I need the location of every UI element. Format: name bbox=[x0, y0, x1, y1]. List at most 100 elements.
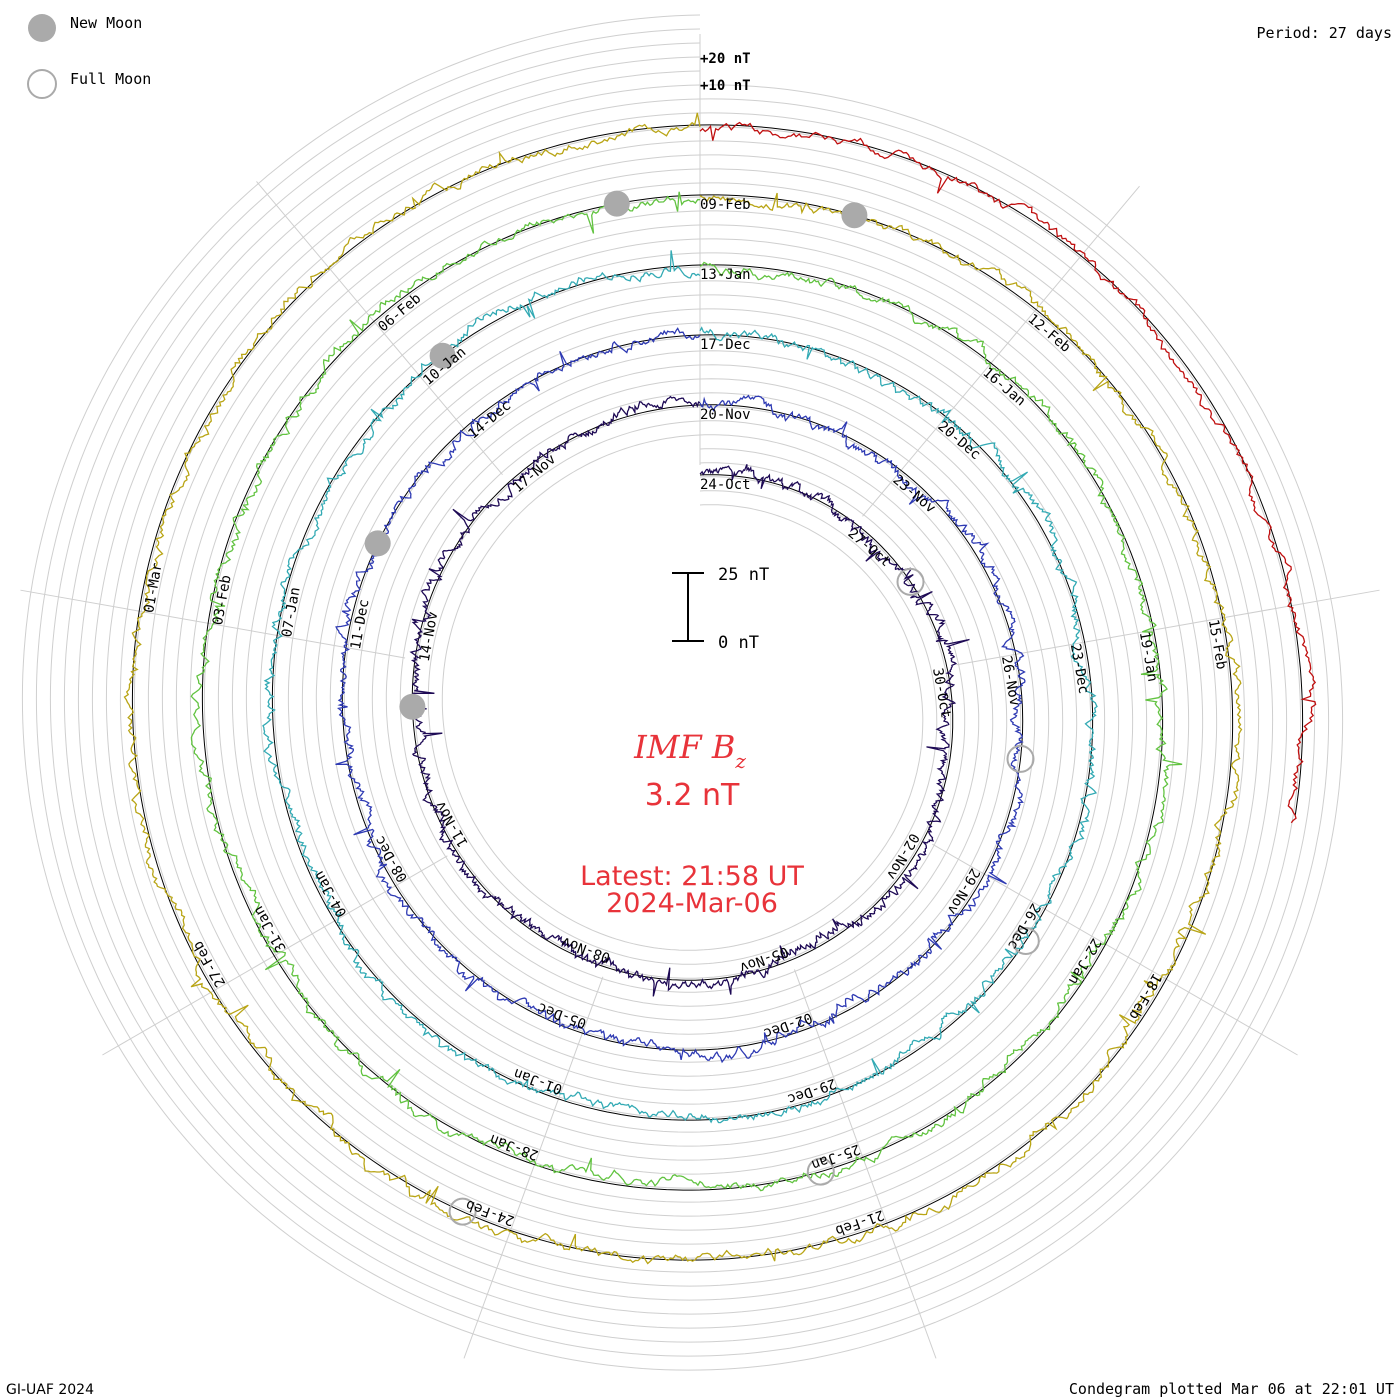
date-label: 25-Jan bbox=[809, 1140, 862, 1172]
gridline-ring bbox=[133, 126, 1232, 1259]
period-label: Period: 27 days bbox=[1257, 24, 1392, 42]
bz-trace-rotation-2 bbox=[262, 250, 1098, 1124]
new-moon-marker bbox=[603, 190, 630, 217]
gridline-ring bbox=[63, 56, 1302, 1329]
gridline-ring bbox=[371, 364, 994, 1021]
new-moon-marker bbox=[399, 693, 426, 720]
gridline-ring bbox=[189, 182, 1176, 1203]
rotation-baseline bbox=[699, 124, 1304, 816]
gridline-ring bbox=[77, 70, 1288, 1315]
full-moon-marker bbox=[1006, 744, 1035, 773]
gridline-ring bbox=[441, 434, 924, 951]
scale-bar: 25 nT 0 nT bbox=[672, 565, 769, 653]
gridline-ring bbox=[35, 28, 1330, 1357]
gridline-ring bbox=[203, 196, 1162, 1189]
full-moon-icon bbox=[27, 69, 57, 99]
gridline-ring bbox=[259, 252, 1106, 1133]
gridline-ring bbox=[329, 322, 1036, 1063]
gridline-ring bbox=[217, 210, 1148, 1175]
date-label: 01-Mar bbox=[141, 562, 166, 615]
date-label: 19-Jan bbox=[1136, 630, 1161, 683]
gridline-ring bbox=[301, 294, 1064, 1091]
rotation-baseline bbox=[271, 264, 1094, 1121]
new-moon-marker bbox=[364, 530, 391, 557]
legend-new-moon-label: New Moon bbox=[70, 14, 142, 32]
legend: New Moon Full Moon bbox=[27, 14, 151, 99]
gridline-spoke bbox=[932, 843, 1298, 1056]
date-label: 05-Nov bbox=[737, 943, 790, 975]
full-moon-marker bbox=[1011, 927, 1040, 955]
bz-trace-rotation-4 bbox=[123, 112, 1243, 1265]
full-moon-marker bbox=[896, 567, 925, 596]
date-label: 20-Dec bbox=[934, 418, 983, 463]
gridline-ring bbox=[427, 420, 938, 965]
new-moon-marker bbox=[841, 202, 868, 229]
date-label: 17-Dec bbox=[700, 337, 751, 353]
credit-label: GI-UAF 2024 bbox=[6, 1382, 94, 1398]
date-label: 09-Feb bbox=[700, 197, 751, 213]
plotted-timestamp: Condegram plotted Mar 06 at 22:01 UT bbox=[1069, 1380, 1394, 1398]
latest-date: 2024-Mar-06 bbox=[606, 888, 778, 919]
scale-bar-bottom-label: 0 nT bbox=[718, 633, 759, 653]
date-label: 13-Jan bbox=[700, 267, 751, 283]
gridline-spokes bbox=[20, 34, 1380, 1359]
full-moon-marker bbox=[448, 1197, 477, 1226]
bz-trace-rotation-3 bbox=[190, 191, 1183, 1192]
date-label: 03-Feb bbox=[210, 574, 235, 627]
gridline-ring bbox=[357, 350, 1008, 1035]
gridline-ring bbox=[105, 98, 1260, 1287]
bz-trace-rotation-5 bbox=[699, 121, 1317, 824]
date-label: 28-Jan bbox=[488, 1131, 541, 1163]
rotation-baseline bbox=[131, 124, 1234, 1261]
bz-trace-rotation-1 bbox=[335, 327, 1026, 1064]
gridline-ring bbox=[315, 308, 1050, 1077]
gridline-spoke bbox=[862, 185, 1140, 517]
gridline-spoke bbox=[256, 181, 503, 475]
new-moon-marker bbox=[429, 342, 456, 369]
outer-scale-label-20: +20 nT bbox=[700, 51, 751, 67]
date-label: 17-Nov bbox=[510, 451, 559, 496]
chart-title: IMF Bz bbox=[633, 728, 746, 773]
current-value: 3.2 nT bbox=[645, 778, 740, 813]
gridline-ring bbox=[49, 42, 1316, 1343]
gridline-rings bbox=[21, 14, 1344, 1371]
bz-trace-rotation-0 bbox=[409, 395, 970, 997]
gridline-spoke bbox=[956, 589, 1380, 666]
gridline-ring bbox=[161, 154, 1204, 1231]
gridline-spoke bbox=[463, 976, 604, 1359]
legend-full-moon-label: Full Moon bbox=[70, 70, 151, 88]
gridline-ring bbox=[91, 84, 1274, 1301]
gridline-ring bbox=[413, 406, 952, 979]
gridline-spoke bbox=[793, 969, 937, 1359]
date-label: 15-Feb bbox=[1205, 618, 1230, 671]
date-label: 21-Feb bbox=[833, 1206, 886, 1238]
date-label: 24-Oct bbox=[700, 477, 751, 493]
date-label: 07-Jan bbox=[279, 586, 304, 639]
rotation-baseline bbox=[341, 334, 1024, 1051]
full-moon-marker bbox=[806, 1157, 835, 1186]
date-label: 27-Oct bbox=[845, 526, 894, 571]
date-label: 23-Nov bbox=[890, 472, 939, 517]
gridline-ring bbox=[385, 378, 980, 1007]
date-label: 11-Dec bbox=[348, 598, 373, 651]
gridline-ring bbox=[343, 336, 1022, 1049]
imf-bz-traces bbox=[123, 112, 1317, 1265]
gridline-ring bbox=[231, 224, 1134, 1161]
date-label: 14-Nov bbox=[417, 610, 442, 663]
date-label: 24-Feb bbox=[464, 1196, 517, 1228]
date-label: 26-Nov bbox=[998, 655, 1023, 708]
moon-phase-markers bbox=[364, 190, 1040, 1226]
date-label: 23-Dec bbox=[1067, 643, 1092, 696]
gridline-ring bbox=[287, 280, 1078, 1105]
date-label: 05-Dec bbox=[536, 999, 589, 1031]
scale-bar-top-label: 25 nT bbox=[718, 565, 769, 585]
date-label: 20-Nov bbox=[700, 407, 751, 423]
gridline-ring bbox=[175, 168, 1190, 1217]
outer-scale-label-10: +10 nT bbox=[700, 78, 751, 94]
new-moon-icon bbox=[28, 14, 56, 42]
gridline-ring bbox=[21, 14, 1344, 1371]
gridline-ring bbox=[147, 140, 1218, 1245]
gridline-ring bbox=[245, 238, 1120, 1147]
date-label: 30-Oct bbox=[929, 667, 954, 720]
